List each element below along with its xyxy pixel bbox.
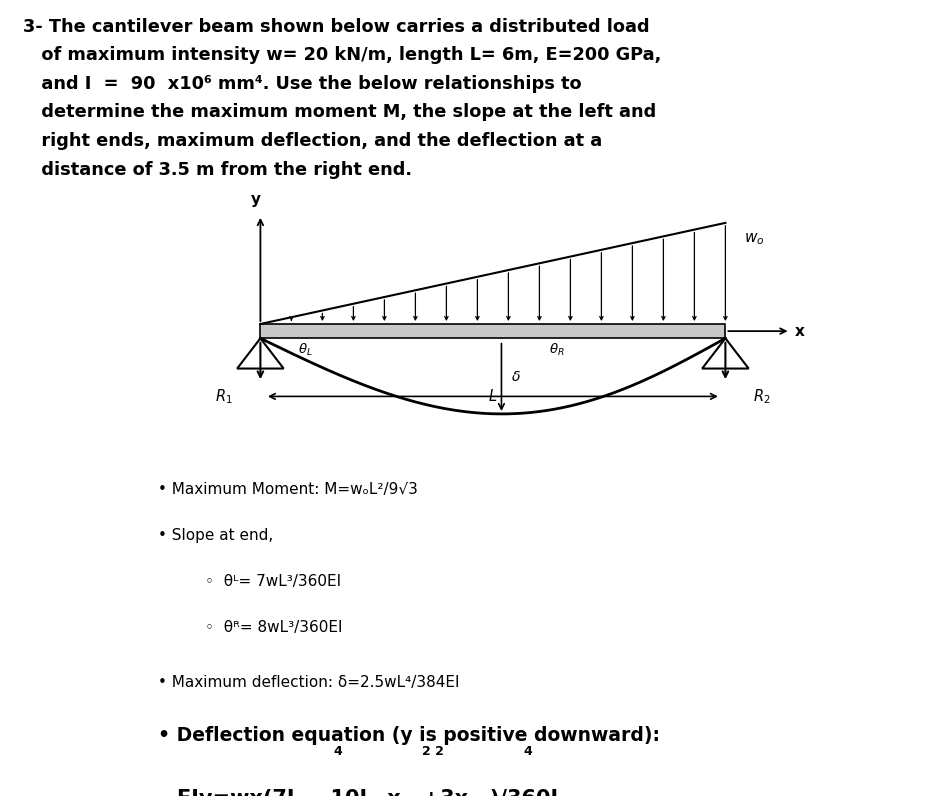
Text: x: x [795,324,805,338]
Text: determine the maximum moment M, the slope at the left and: determine the maximum moment M, the slop… [23,103,657,122]
Text: $\theta_R$: $\theta_R$ [549,342,565,358]
Text: $R_2$: $R_2$ [753,387,771,406]
Text: ◦  θᴿ= 8wL³/360EI: ◦ θᴿ= 8wL³/360EI [205,620,342,635]
Polygon shape [237,338,284,369]
Text: 4: 4 [524,745,532,759]
Text: • Maximum deflection: δ=2.5wL⁴/384EI: • Maximum deflection: δ=2.5wL⁴/384EI [158,676,459,690]
Text: $L$: $L$ [488,388,498,404]
Text: • Deflection equation (y is positive downward):: • Deflection equation (y is positive dow… [158,726,660,745]
Text: EIy=wx(7L   -10L  x   +3x   )/360L: EIy=wx(7L -10L x +3x )/360L [177,789,564,796]
Text: • Slope at end,: • Slope at end, [158,528,273,543]
Text: 4: 4 [333,745,341,759]
Text: 3- The cantilever beam shown below carries a distributed load: 3- The cantilever beam shown below carri… [23,18,650,36]
Text: y: y [251,192,260,207]
Text: distance of 3.5 m from the right end.: distance of 3.5 m from the right end. [23,161,412,179]
Polygon shape [702,338,749,369]
Text: $\delta$: $\delta$ [511,370,521,384]
Text: $R_1$: $R_1$ [215,387,232,406]
Bar [260,324,725,338]
Text: of maximum intensity w= 20 kN/m, length L= 6m, E=200 GPa,: of maximum intensity w= 20 kN/m, length … [23,46,661,64]
Text: 2 2: 2 2 [422,745,445,759]
Text: $w_o$: $w_o$ [744,231,764,247]
Text: right ends, maximum deflection, and the deflection at a: right ends, maximum deflection, and the … [23,132,603,150]
Text: and I  =  90  x10⁶ mm⁴. Use the below relationships to: and I = 90 x10⁶ mm⁴. Use the below relat… [23,75,582,93]
Text: $\theta_L$: $\theta_L$ [298,342,312,358]
Text: • Maximum Moment: M=wₒL²/9√3: • Maximum Moment: M=wₒL²/9√3 [158,482,418,497]
Text: ◦  θᴸ= 7wL³/360EI: ◦ θᴸ= 7wL³/360EI [205,574,340,589]
